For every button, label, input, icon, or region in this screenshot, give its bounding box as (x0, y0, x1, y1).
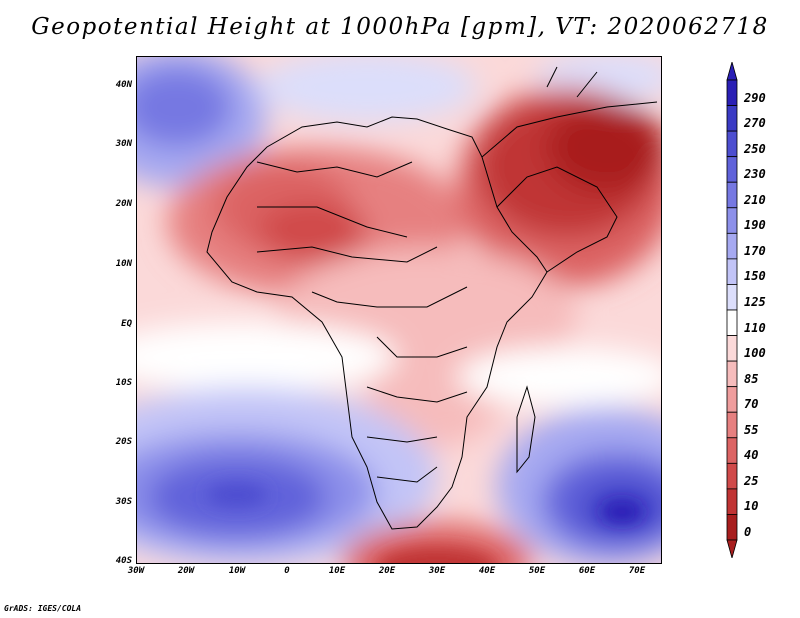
lon-label: 60E (578, 566, 596, 576)
lat-label: 20N (115, 199, 132, 209)
colorbar-cell (726, 360, 738, 388)
colorbar-cell (726, 335, 738, 362)
lat-label: 10N (115, 259, 132, 269)
colorbar-label: 290 (744, 90, 766, 105)
lat-label: 20S (115, 437, 132, 447)
lat-label: 40S (115, 556, 132, 566)
lat-label: 30N (115, 139, 132, 149)
lon-label: 50E (528, 566, 546, 576)
colorbar-label: 170 (744, 243, 766, 258)
colorbar-cell (726, 462, 738, 490)
colorbar-label: 190 (744, 218, 766, 233)
lon-label: 10E (328, 566, 346, 576)
colorbar-label: 0 (744, 525, 752, 539)
map-canvas (137, 57, 661, 563)
lon-label: 20W (177, 566, 195, 576)
colorbar-label: 230 (744, 167, 766, 182)
colorbar-cell (726, 79, 738, 106)
colorbar-label: 100 (744, 346, 766, 361)
lon-label: 40E (478, 566, 496, 576)
colorbar-label: 270 (744, 116, 766, 131)
colorbar-cell (726, 130, 738, 158)
coastline-outline (206, 66, 658, 530)
lon-label: 0 (284, 566, 290, 576)
lon-label: 30W (127, 566, 145, 576)
lon-label: 10W (228, 566, 246, 576)
lat-label: EQ (121, 319, 132, 329)
colorbar-label: 85 (744, 371, 759, 386)
colorbar-label: 25 (744, 473, 759, 488)
colorbar-legend (726, 62, 738, 558)
colorbar-cell (726, 488, 738, 515)
lon-label: 70E (628, 566, 646, 576)
colorbar-top-arrow (726, 62, 738, 81)
height-field (137, 57, 661, 563)
colorbar-label: 10 (744, 499, 759, 514)
lat-label: 30S (115, 497, 132, 507)
colorbar-cell (726, 258, 738, 285)
colorbar-cell (726, 181, 738, 209)
colorbar-cell (726, 232, 738, 260)
map-panel (136, 56, 662, 564)
lon-label: 20E (378, 566, 396, 576)
colorbar-label: 40 (744, 448, 759, 463)
colorbar-cell (726, 207, 738, 234)
map-title: Geopotential Height at 1000hPa [gpm], VT… (31, 14, 769, 40)
colorbar-cell (726, 284, 738, 311)
colorbar-label: 150 (744, 269, 766, 284)
colorbar-cell (726, 309, 738, 336)
colorbar-cell (726, 514, 738, 541)
colorbar-cell (726, 386, 738, 413)
lon-label: 30E (428, 566, 446, 576)
colorbar-label: 210 (744, 192, 766, 207)
colorbar-cell (726, 105, 738, 132)
lat-label: 10S (115, 378, 132, 388)
lat-label: 40N (115, 80, 132, 90)
colorbar-label: 250 (744, 141, 766, 156)
colorbar-label: 70 (744, 397, 759, 412)
colorbar-cell (726, 411, 738, 439)
colorbar-label: 110 (744, 320, 766, 335)
colorbar-label: 125 (744, 295, 766, 309)
colorbar-cell (726, 156, 738, 183)
colorbar-label: 55 (744, 422, 759, 437)
credit-text: GrADS: IGES/COLA (4, 604, 82, 613)
colorbar-cell (726, 437, 738, 464)
colorbar-bottom-arrow (726, 539, 738, 558)
